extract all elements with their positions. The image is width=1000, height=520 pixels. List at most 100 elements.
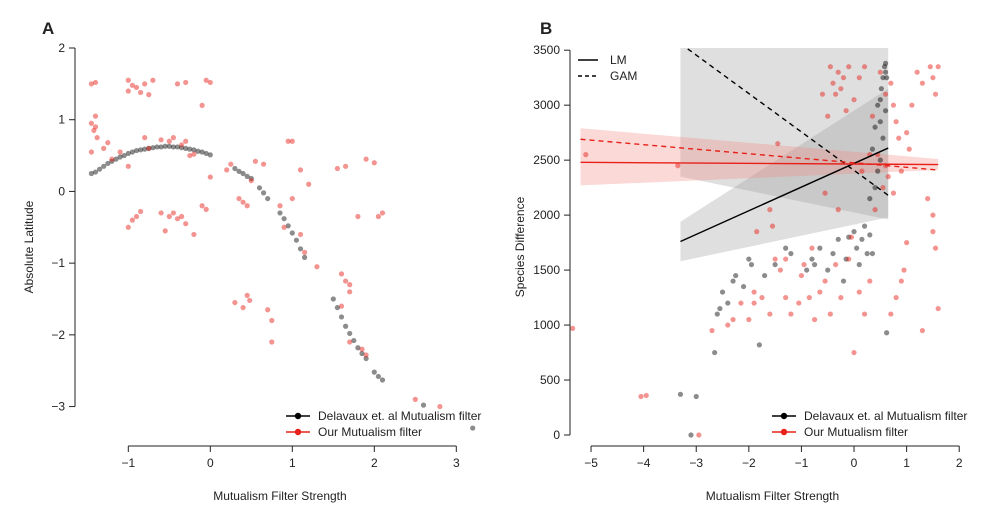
our-filter-point	[767, 311, 773, 317]
delavaux-point	[109, 158, 115, 164]
delavaux-point	[882, 108, 889, 114]
delavaux-point	[740, 283, 747, 290]
our-filter-point	[819, 91, 826, 97]
delavaux-point	[756, 342, 762, 348]
our-filter-point	[170, 210, 176, 216]
delavaux-point	[261, 190, 267, 196]
delavaux-point	[117, 154, 123, 160]
our-filter-point	[840, 75, 847, 81]
our-filter-point	[133, 84, 140, 91]
our-filter-point	[909, 102, 915, 108]
delavaux-point	[330, 296, 336, 302]
our-filter-point	[788, 311, 794, 317]
delavaux-point	[244, 173, 250, 179]
delavaux-point	[688, 432, 694, 438]
our-filter-point	[856, 289, 862, 295]
x-tick-label: 2	[956, 456, 963, 470]
our-filter-point	[754, 229, 760, 235]
delavaux-point	[297, 246, 304, 252]
our-filter-point	[125, 88, 131, 94]
y-tick-label: −1	[51, 256, 65, 270]
our-filter-point	[203, 77, 209, 83]
our-filter-point	[914, 69, 920, 75]
our-filter-point	[203, 206, 209, 212]
legend-label-0: Delavaux et. al Mutualism filter	[804, 409, 967, 423]
delavaux-point	[825, 267, 831, 273]
x-tick-label: 1	[903, 456, 910, 470]
delavaux-point	[880, 75, 886, 81]
our-filter-point	[347, 289, 353, 295]
delavaux-point	[150, 145, 156, 151]
our-filter-point	[751, 300, 757, 306]
delavaux-point	[379, 377, 386, 383]
our-filter-point	[338, 271, 345, 277]
delavaux-point	[809, 256, 815, 262]
x-tick-label: −2	[742, 456, 756, 470]
our-filter-point	[783, 294, 789, 301]
our-filter-point	[289, 195, 295, 202]
our-filter-point	[183, 138, 189, 144]
our-filter-point	[856, 75, 862, 81]
our-filter-point	[738, 300, 744, 306]
our-filter-point	[244, 292, 250, 299]
plot-area	[88, 77, 476, 431]
y-tick-label: 500	[540, 373, 560, 387]
legend-marker-0	[294, 412, 302, 420]
our-filter-point	[125, 77, 131, 83]
our-filter-point	[811, 316, 818, 323]
our-filter-point	[898, 278, 904, 284]
fit-line-lm-2	[580, 161, 939, 166]
delavaux-point	[154, 144, 160, 150]
our-filter-point	[932, 245, 939, 251]
legend-label-1: Our Mutualism filter	[318, 425, 422, 439]
our-filter-point	[696, 432, 702, 438]
our-filter-point	[725, 322, 731, 328]
our-filter-point	[851, 97, 857, 103]
delavaux-point	[854, 245, 860, 251]
our-filter-point	[817, 289, 823, 295]
our-filter-point	[88, 81, 94, 87]
line-type-legend-label-0: LM	[610, 53, 627, 67]
delavaux-point	[371, 369, 377, 375]
delavaux-point	[199, 149, 205, 155]
our-filter-point	[833, 261, 839, 268]
x-tick-label: −1	[795, 456, 809, 470]
delavaux-point	[804, 267, 810, 273]
our-filter-point	[827, 311, 833, 317]
delavaux-point	[748, 261, 755, 268]
delavaux-point	[158, 144, 164, 150]
our-filter-point	[893, 119, 899, 125]
our-filter-point	[88, 149, 94, 155]
our-filter-point	[379, 210, 386, 216]
legend-marker-1	[780, 428, 788, 436]
delavaux-point	[97, 166, 103, 172]
delavaux-point	[343, 323, 349, 329]
delavaux-point	[142, 146, 148, 152]
our-filter-point	[935, 64, 941, 70]
delavaux-point	[121, 152, 127, 159]
our-filter-point	[92, 124, 99, 130]
delavaux-point	[877, 157, 883, 163]
our-filter-point	[174, 216, 181, 222]
delavaux-point	[877, 119, 883, 125]
y-tick-label: 1	[58, 113, 65, 127]
our-filter-point	[890, 190, 897, 196]
our-filter-point	[777, 267, 783, 273]
delavaux-point	[105, 160, 111, 167]
y-tick-label: 1500	[533, 263, 560, 277]
delavaux-point	[730, 278, 736, 284]
delavaux-point	[693, 393, 699, 400]
our-filter-point	[302, 249, 308, 255]
our-filter-point	[888, 311, 894, 317]
delavaux-point	[856, 261, 862, 268]
y-tick-label: 2000	[533, 208, 560, 222]
x-axis: −1 0 1 2 3	[121, 445, 460, 470]
delavaux-point	[183, 145, 189, 151]
delavaux-point	[195, 148, 201, 154]
our-filter-point	[236, 195, 242, 202]
delavaux-point	[256, 185, 263, 191]
our-filter-point	[191, 231, 197, 238]
our-filter-point	[343, 278, 349, 284]
our-filter-point	[904, 130, 910, 136]
our-filter-point	[930, 75, 936, 81]
